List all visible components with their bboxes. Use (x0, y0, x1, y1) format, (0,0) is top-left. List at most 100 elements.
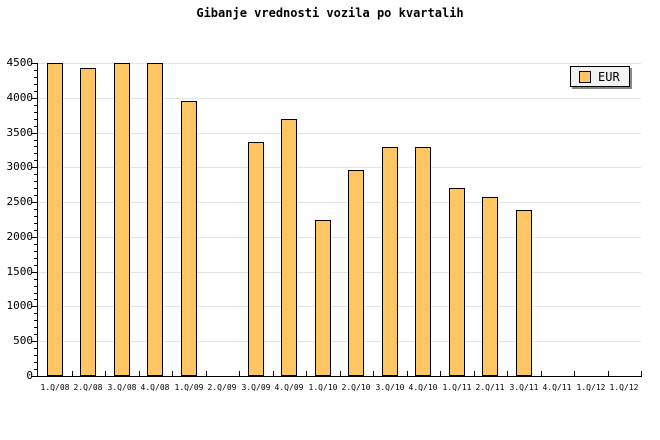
y-tick-label: 3000 (6, 160, 34, 173)
x-axis-boundary-tick (407, 371, 408, 376)
x-axis-boundary-tick (608, 371, 609, 376)
gridline (38, 98, 641, 99)
y-tick-label: 3500 (6, 126, 34, 139)
y-axis-minor-tick (34, 348, 37, 349)
bar-4.Q/10 (415, 147, 431, 376)
x-tick-label: 3.Q/08 (107, 383, 137, 392)
y-axis-minor-tick (34, 293, 37, 294)
x-tick-label: 4.Q/11 (542, 383, 572, 392)
bar-3.Q/10 (382, 147, 398, 376)
y-tick-label: 500 (13, 334, 33, 347)
gridline (38, 133, 641, 134)
y-axis-major-tick (31, 98, 37, 99)
y-axis-minor-tick (34, 140, 37, 141)
y-axis-minor-tick (34, 286, 37, 287)
y-axis-minor-tick (34, 369, 37, 370)
y-axis-minor-tick (34, 258, 37, 259)
x-axis-boundary-tick (440, 371, 441, 376)
x-tick-label: 2.Q/10 (341, 383, 371, 392)
y-axis-line (37, 63, 38, 377)
x-axis-boundary-tick (306, 371, 307, 376)
y-axis-major-tick (31, 133, 37, 134)
y-tick-label: 1500 (6, 265, 34, 278)
x-tick-label: 2.Q/11 (475, 383, 505, 392)
x-axis-boundary-tick (340, 371, 341, 376)
bar-1.Q/10 (315, 220, 331, 376)
x-tick-label: 1.Q/11 (442, 383, 472, 392)
bar-3.Q/11 (516, 210, 532, 376)
bar-3.Q/09 (248, 142, 264, 376)
y-axis-minor-tick (34, 230, 37, 231)
gridline (38, 63, 641, 64)
gridline (38, 272, 641, 273)
x-axis-boundary-tick (72, 371, 73, 376)
bar-2.Q/10 (348, 170, 364, 376)
x-tick-label: 4.Q/08 (140, 383, 170, 392)
y-axis-major-tick (31, 341, 37, 342)
y-tick-label: 1000 (6, 299, 34, 312)
y-axis-minor-tick (34, 84, 37, 85)
y-tick-label: 2500 (6, 195, 34, 208)
y-axis-minor-tick (34, 160, 37, 161)
y-axis-minor-tick (34, 105, 37, 106)
bar-4.Q/09 (281, 119, 297, 376)
x-axis-boundary-tick (641, 371, 642, 376)
y-axis-major-tick (31, 272, 37, 273)
gridline (38, 341, 641, 342)
gridline (38, 306, 641, 307)
x-tick-label: 2.Q/08 (73, 383, 103, 392)
bar-3.Q/08 (114, 63, 130, 376)
y-axis-minor-tick (34, 244, 37, 245)
x-tick-label: 4.Q/09 (274, 383, 304, 392)
x-tick-label: 1.Q/10 (308, 383, 338, 392)
bar-2.Q/08 (80, 68, 96, 376)
y-axis-minor-tick (34, 126, 37, 127)
x-tick-label: 3.Q/11 (509, 383, 539, 392)
y-axis-minor-tick (34, 181, 37, 182)
x-axis-boundary-tick (373, 371, 374, 376)
y-axis-minor-tick (34, 223, 37, 224)
y-axis-minor-tick (34, 265, 37, 266)
x-axis-boundary-tick (273, 371, 274, 376)
y-axis-minor-tick (34, 355, 37, 356)
x-tick-label: 1.Q/12 (609, 383, 639, 392)
y-axis-minor-tick (34, 313, 37, 314)
y-axis-major-tick (31, 376, 37, 377)
y-axis-major-tick (31, 202, 37, 203)
bar-4.Q/08 (147, 63, 163, 376)
y-axis-major-tick (31, 306, 37, 307)
x-tick-label: 3.Q/10 (375, 383, 405, 392)
bar-1.Q/09 (181, 101, 197, 376)
x-axis-boundary-tick (172, 371, 173, 376)
bar-1.Q/08 (47, 63, 63, 376)
y-axis-minor-tick (34, 77, 37, 78)
y-axis-minor-tick (34, 299, 37, 300)
legend-label: EUR (598, 69, 620, 84)
bar-1.Q/11 (449, 188, 465, 376)
x-tick-label: 2.Q/09 (207, 383, 237, 392)
gridline (38, 202, 641, 203)
y-axis-minor-tick (34, 174, 37, 175)
y-axis-minor-tick (34, 119, 37, 120)
y-tick-label: 0 (26, 369, 33, 382)
x-axis-line (37, 376, 642, 377)
x-tick-label: 1.Q/08 (40, 383, 70, 392)
bar-2.Q/11 (482, 197, 498, 376)
y-tick-label: 2000 (6, 230, 34, 243)
y-axis-minor-tick (34, 209, 37, 210)
x-tick-label: 3.Q/09 (241, 383, 271, 392)
x-axis-boundary-tick (239, 371, 240, 376)
gridline (38, 237, 641, 238)
y-axis-minor-tick (34, 320, 37, 321)
gridline (38, 167, 641, 168)
x-axis-boundary-tick (541, 371, 542, 376)
x-axis-boundary-tick (206, 371, 207, 376)
x-tick-label: 1.Q/09 (174, 383, 204, 392)
y-axis-major-tick (31, 63, 37, 64)
y-axis-minor-tick (34, 279, 37, 280)
y-tick-label: 4500 (6, 56, 34, 69)
y-axis-minor-tick (34, 70, 37, 71)
y-axis-minor-tick (34, 327, 37, 328)
y-tick-label: 4000 (6, 91, 34, 104)
